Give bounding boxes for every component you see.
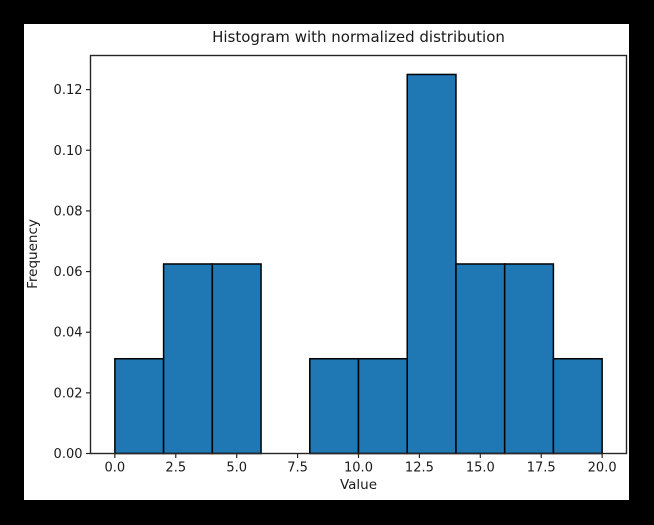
y-tick-label: 0.00 (54, 447, 83, 462)
histogram-bar (552, 357, 603, 455)
x-tick-label: 7.5 (287, 461, 308, 476)
x-tick-label: 5.0 (226, 461, 247, 476)
x-axis-label: Value (339, 477, 378, 493)
chart-title: Histogram with normalized distribution (212, 28, 505, 46)
histogram-bar (211, 263, 262, 455)
histogram-bar (162, 263, 214, 455)
x-tick-label: 20.0 (588, 461, 617, 476)
matplotlib-figure: Histogram with normalized distribution 0… (24, 24, 629, 500)
y-tick-label: 0.12 (54, 83, 83, 98)
histogram-bar (406, 73, 457, 455)
x-tick-label: 17.5 (527, 461, 556, 476)
histogram-bar (114, 357, 165, 455)
x-tick-label: 15.0 (466, 461, 495, 476)
y-tick-label: 0.04 (54, 326, 83, 341)
histogram-bar (503, 263, 555, 455)
y-tick-label: 0.10 (54, 144, 83, 159)
histogram-bar (455, 263, 506, 455)
x-tick-label: 0.0 (105, 461, 126, 476)
y-tick-label: 0.02 (54, 386, 83, 401)
x-tick-label: 10.0 (344, 461, 373, 476)
histogram-plot: 0.0 2.5 5.0 7.5 10.0 12.5 15.0 17.5 20.0 0.00 0.02… (54, 54, 628, 476)
y-axis-label: Frequency (25, 219, 41, 289)
x-tick-label: 12.5 (405, 461, 434, 476)
y-tick-label: 0.06 (54, 265, 83, 280)
histogram-bar (357, 357, 408, 455)
histogram-bar (309, 357, 360, 455)
y-tick-label: 0.08 (54, 204, 83, 219)
x-tick-label: 2.5 (165, 461, 186, 476)
